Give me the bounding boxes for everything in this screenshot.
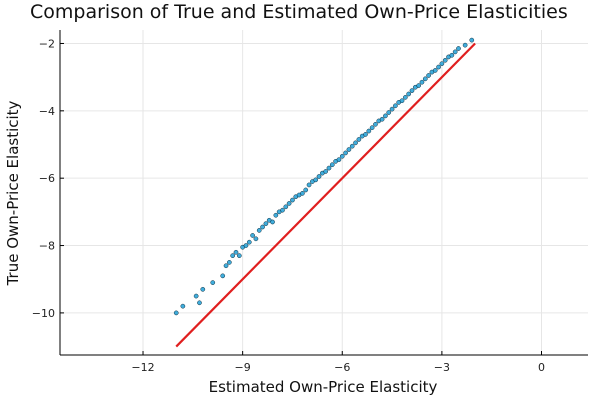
- scatter-point: [353, 140, 358, 146]
- y-tick-label: −10: [32, 307, 55, 320]
- scatter-point: [416, 83, 421, 88]
- scatter-point: [256, 228, 262, 233]
- scatter-point: [449, 52, 455, 58]
- scatter-points: [173, 37, 475, 316]
- scatter-point: [283, 204, 289, 210]
- x-tick-label: −12: [131, 361, 154, 374]
- scatter-point: [230, 253, 236, 258]
- scatter-point: [313, 177, 319, 183]
- scatter-point: [399, 98, 405, 104]
- scatter-point: [432, 68, 438, 73]
- scatter-point: [326, 165, 332, 171]
- scatter-point: [462, 42, 468, 48]
- scatter-point: [316, 174, 322, 179]
- scatter-point: [403, 95, 408, 100]
- x-tick-label: −6: [334, 361, 350, 374]
- scatter-point: [303, 187, 309, 193]
- scatter-point: [386, 110, 392, 115]
- scatter-point: [300, 190, 305, 196]
- chart-title: Comparison of True and Estimated Own-Pri…: [30, 1, 568, 23]
- axes: [59, 30, 588, 356]
- x-tick-label: 0: [538, 361, 545, 374]
- scatter-point: [280, 207, 285, 213]
- y-axis-title: True Own-Price Elasticity: [4, 100, 22, 286]
- scatter-point: [197, 300, 202, 306]
- scatter-point: [346, 147, 352, 152]
- scatter-point: [469, 37, 475, 43]
- y-tick-label: −8: [39, 240, 55, 253]
- scatter-point: [422, 76, 428, 82]
- scatter-point: [329, 162, 335, 168]
- scatter-point: [439, 61, 445, 67]
- scatter-point: [456, 46, 461, 51]
- scatter-point: [223, 263, 229, 269]
- scatter-point: [193, 293, 199, 299]
- scatter-point: [286, 201, 292, 206]
- scatter-point: [323, 169, 329, 174]
- scatter-point: [250, 233, 255, 238]
- scatter-point: [393, 103, 398, 109]
- scatter-point: [419, 79, 425, 85]
- scatter-point: [246, 239, 252, 245]
- x-axis-title: Estimated Own-Price Elasticity: [209, 378, 438, 396]
- scatter-point: [243, 243, 249, 248]
- scatter-point: [436, 64, 441, 70]
- scatter-point: [306, 182, 312, 188]
- reference-line-layer: [175, 42, 476, 348]
- scatter-point: [406, 91, 412, 97]
- scatter-point: [343, 150, 348, 156]
- y-tick-label: −4: [39, 105, 55, 118]
- scatter-point: [260, 224, 265, 230]
- scatter-point: [383, 113, 388, 119]
- scatter-point: [366, 128, 372, 134]
- scatter-point: [373, 121, 378, 127]
- scatter-point: [263, 221, 269, 227]
- scatter-point: [369, 125, 375, 131]
- scatter-point: [270, 219, 275, 225]
- scatter-point: [339, 153, 345, 159]
- x-tick-label: −3: [434, 361, 450, 374]
- scatter-point: [442, 57, 448, 63]
- scatter-point: [236, 253, 242, 258]
- scatter-point: [336, 157, 342, 163]
- scatter-point: [180, 303, 186, 309]
- scatter-point: [409, 88, 415, 93]
- scatter-point: [253, 236, 259, 242]
- identity-line: [175, 42, 476, 348]
- scatter-point: [426, 73, 431, 78]
- scatter-point: [227, 260, 232, 265]
- scatter-point: [173, 310, 179, 316]
- scatter-point: [273, 212, 279, 218]
- scatter-point: [349, 143, 355, 149]
- scatter-point: [290, 197, 295, 203]
- y-tick-label: −6: [39, 172, 55, 185]
- scatter-point: [210, 280, 216, 285]
- tick-labels: −12 −9 −6 −3 0 −10 −8 −6 −4 −2: [32, 37, 545, 374]
- scatter-point: [220, 273, 226, 279]
- scatter-point: [363, 132, 368, 137]
- y-tick-label: −2: [39, 37, 55, 50]
- scatter-point: [356, 137, 362, 142]
- scatter-point: [389, 106, 395, 112]
- grid: [60, 30, 588, 355]
- scatter-point: [452, 49, 458, 55]
- scatter-point: [200, 286, 206, 292]
- scatter-point: [233, 249, 239, 255]
- scatter-point: [379, 116, 385, 122]
- x-tick-label: −9: [235, 361, 251, 374]
